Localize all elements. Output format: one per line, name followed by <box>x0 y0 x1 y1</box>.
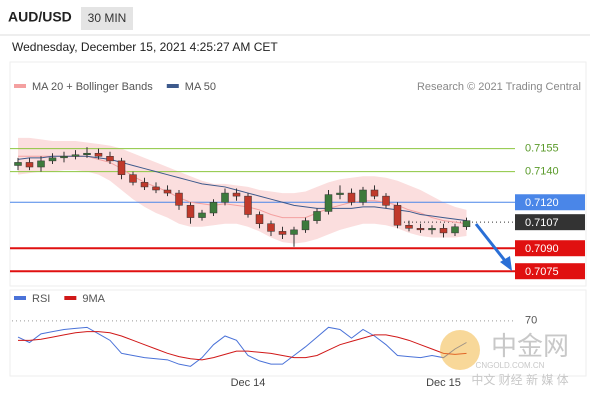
candle-body <box>232 192 241 197</box>
candle-body <box>382 195 390 206</box>
candle-body <box>175 192 183 206</box>
level-label: 0.7090 <box>525 243 559 255</box>
candle-body <box>60 156 68 159</box>
candle-body <box>428 228 436 231</box>
candle-body <box>278 231 287 235</box>
rsi-line <box>17 326 467 367</box>
watermark-slogan: 中文 财经 新 媒 体 <box>471 372 568 387</box>
candle-body <box>186 205 195 218</box>
legend-label: MA 20 + Bollinger Bands <box>32 81 153 93</box>
candle-body <box>163 189 172 194</box>
timeframe-button[interactable] <box>81 7 133 30</box>
candle-body <box>106 156 114 162</box>
candle-body <box>416 228 425 231</box>
ma-line <box>17 155 467 222</box>
candle-body <box>209 202 218 214</box>
forecast-arrow <box>474 223 508 263</box>
level-box <box>515 194 585 211</box>
candle-body <box>37 160 45 168</box>
candle-body <box>313 211 321 221</box>
candle-body <box>290 229 298 235</box>
level-label: 0.7120 <box>525 197 559 209</box>
candle-body <box>94 152 103 157</box>
candle-body <box>14 162 22 166</box>
candle-body <box>267 223 275 232</box>
legend-label: MA 50 <box>185 81 216 93</box>
candle-body <box>83 152 91 156</box>
candle-body <box>152 186 160 191</box>
legend-label: RSI <box>32 293 50 305</box>
candle-body <box>393 205 402 226</box>
watermark-logo <box>440 330 480 370</box>
legend-swatch <box>14 84 26 88</box>
timestamp: Wednesday, December 15, 2021 4:25:27 AM … <box>12 40 278 54</box>
rsi-line <box>18 331 467 361</box>
candle-body <box>71 154 80 157</box>
level-box <box>515 214 585 231</box>
candle-body <box>439 228 448 234</box>
candle-body <box>324 194 333 212</box>
level-box <box>515 240 585 257</box>
candle-body <box>451 226 459 234</box>
legend-swatch <box>14 296 26 300</box>
y-tick-label: 70 <box>525 315 537 327</box>
candle-body <box>336 192 344 195</box>
level-label: 0.7155 <box>525 143 559 155</box>
candle-body <box>25 162 34 168</box>
candle-body <box>370 189 379 197</box>
x-tick-label: Dec 15 <box>426 377 461 389</box>
level-box <box>515 263 585 280</box>
candle-body <box>48 157 57 162</box>
ma-line <box>18 155 467 225</box>
candle-body <box>347 192 356 203</box>
plot: MA 20 + Bollinger Bands MA 50 Research © 2… <box>10 81 585 389</box>
candle-body <box>244 195 252 215</box>
symbol: AUD/USD <box>8 9 72 25</box>
candle-body <box>462 220 471 228</box>
watermark-site: CNGOLD.COM.CN <box>476 361 545 370</box>
level-label: 0.7140 <box>525 166 559 178</box>
forecast-arrowhead <box>500 256 512 271</box>
level-label: 0.7075 <box>525 266 559 278</box>
watermark-brand: 中金网 <box>491 331 569 361</box>
timeframe[interactable]: 30 MIN <box>88 11 127 25</box>
legend-label: 9MA <box>82 293 105 305</box>
candle-body <box>359 189 367 203</box>
x-tick-label: Dec 14 <box>231 377 266 389</box>
level-label: 0.7107 <box>525 217 559 229</box>
candle-body <box>255 214 264 224</box>
price-panel <box>9 61 587 287</box>
legend-swatch <box>166 84 179 88</box>
candle-body <box>405 224 413 229</box>
candle-body <box>140 182 149 188</box>
candle-body <box>221 192 229 203</box>
candle-body <box>117 160 126 175</box>
credit: Research © 2021 Trading Central <box>417 81 581 93</box>
candle-body <box>198 212 206 218</box>
candle-body <box>301 220 310 231</box>
candle-body <box>129 174 137 183</box>
legend-swatch <box>64 296 77 300</box>
rsi-panel <box>9 289 587 377</box>
